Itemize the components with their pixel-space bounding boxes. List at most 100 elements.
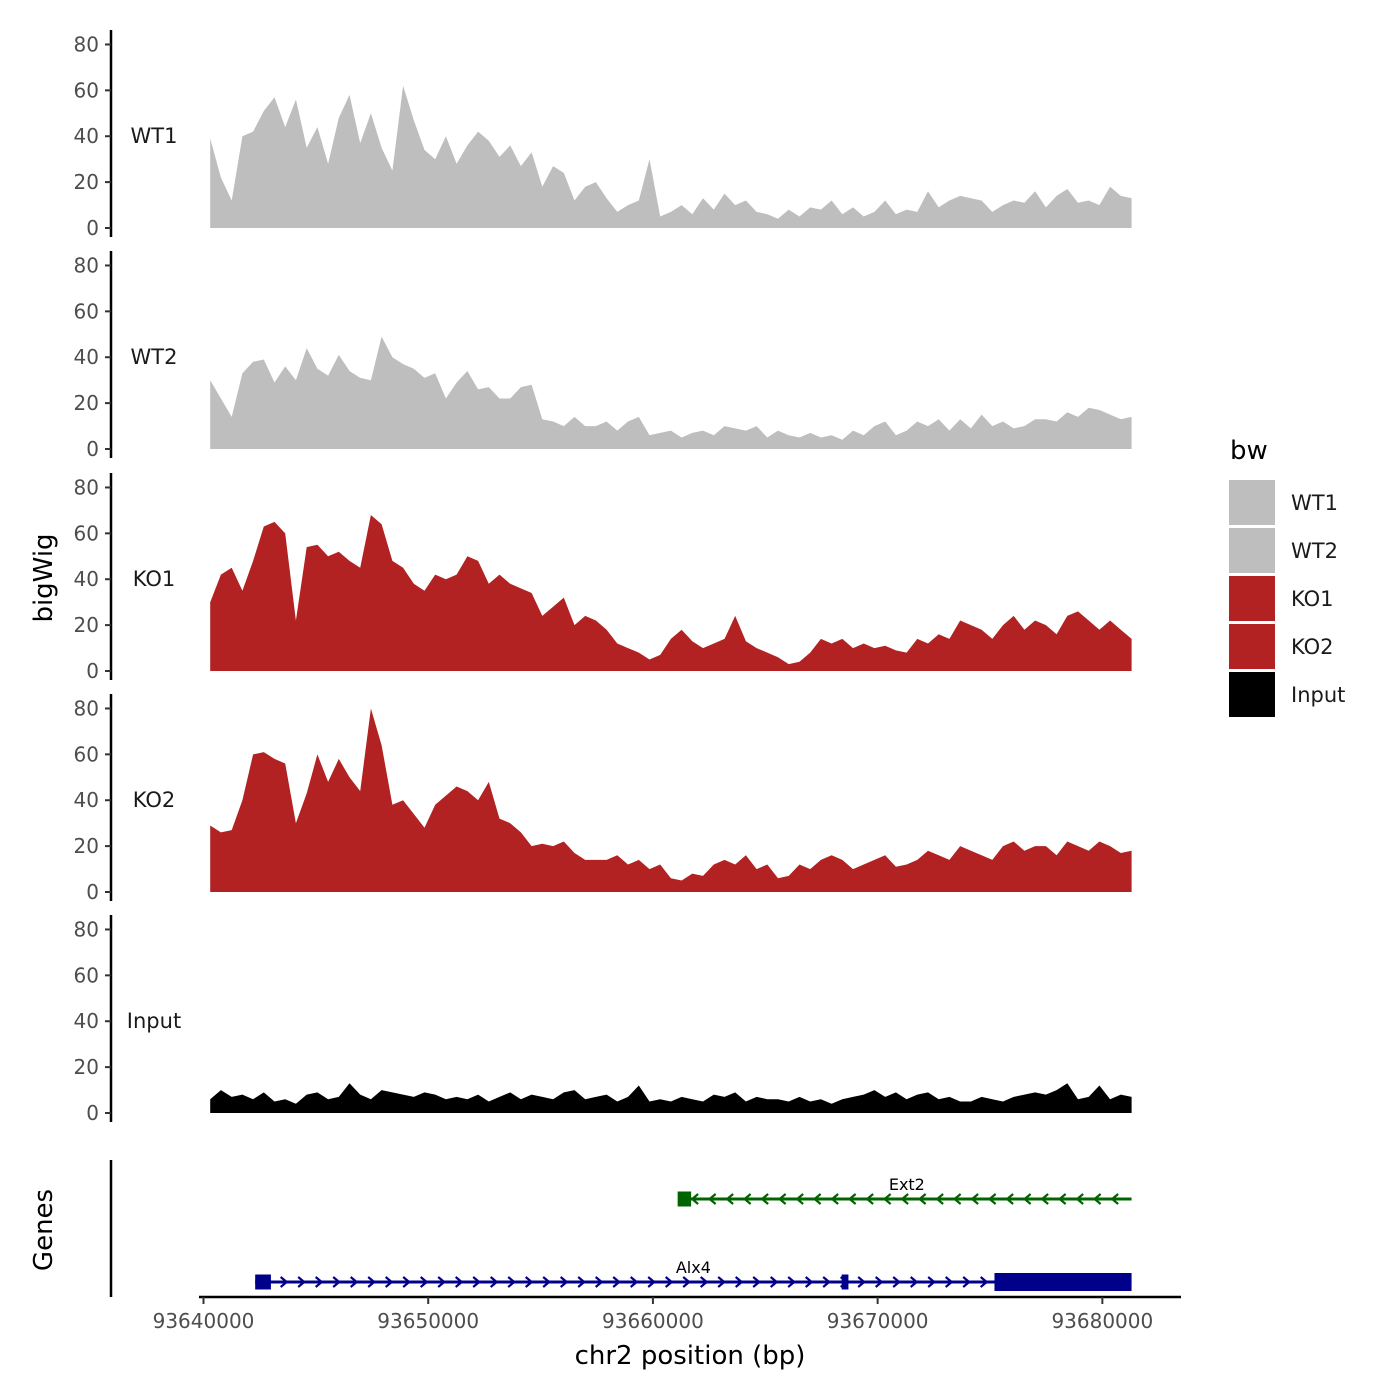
y-tick-label: 80 bbox=[74, 475, 99, 499]
strand-chevron bbox=[769, 1276, 779, 1288]
strand-chevron bbox=[559, 1276, 569, 1288]
exon bbox=[841, 1274, 849, 1290]
strand-chevron bbox=[952, 1193, 962, 1205]
area-KO1 bbox=[210, 515, 1132, 671]
strand-chevron bbox=[707, 1193, 717, 1205]
strand-chevron bbox=[542, 1276, 551, 1288]
y-tick-label: 60 bbox=[74, 521, 99, 545]
y-tick-label: 80 bbox=[74, 32, 99, 56]
strand-chevron bbox=[892, 1276, 901, 1288]
strand-chevron bbox=[987, 1193, 997, 1205]
strand-chevron bbox=[752, 1276, 761, 1288]
strand-chevron bbox=[594, 1276, 604, 1288]
strand-chevron bbox=[787, 1276, 796, 1288]
strand-chevron bbox=[927, 1276, 936, 1288]
legend-label-KO1: KO1 bbox=[1291, 587, 1334, 611]
y-tick-label: 20 bbox=[74, 170, 99, 194]
strand-chevron bbox=[647, 1276, 656, 1288]
x-tick-label: 93670000 bbox=[827, 1309, 929, 1333]
x-axis: 93640000 93650000 93660000 93670000 93680000 bbox=[153, 1295, 1181, 1333]
area-KO2 bbox=[210, 708, 1132, 892]
gene-Alx4: Alx4 bbox=[255, 1258, 1132, 1291]
exon bbox=[994, 1273, 1132, 1291]
genes-axis-title: Genes bbox=[29, 1189, 59, 1271]
strand-chevron bbox=[1022, 1193, 1032, 1205]
strand-chevron bbox=[882, 1193, 892, 1205]
strand-chevron bbox=[629, 1276, 639, 1288]
strand-chevron bbox=[874, 1276, 884, 1288]
strand-chevron bbox=[900, 1193, 909, 1205]
y-axis-title: bigWig bbox=[29, 533, 59, 622]
track-KO2: 0 20 40 60 80 KO2 bbox=[74, 694, 1132, 904]
y-tick-label: 80 bbox=[74, 917, 99, 941]
x-tick-label: 93650000 bbox=[377, 1309, 479, 1333]
x-tick-label: 93640000 bbox=[153, 1309, 255, 1333]
gene-label: Alx4 bbox=[676, 1258, 711, 1277]
strand-chevron bbox=[699, 1276, 709, 1288]
strand-chevron bbox=[944, 1276, 954, 1288]
strand-chevron bbox=[349, 1276, 359, 1288]
strand-chevron bbox=[962, 1276, 971, 1288]
legend: bw WT1 WT2 KO1 KO2 Input bbox=[1229, 436, 1345, 717]
strand-chevron bbox=[612, 1276, 621, 1288]
y-tick-label: 80 bbox=[74, 253, 99, 277]
y-tick-label: 20 bbox=[74, 834, 99, 858]
legend-key-WT1 bbox=[1229, 480, 1275, 525]
exon bbox=[255, 1274, 271, 1290]
legend-label-WT2: WT2 bbox=[1291, 539, 1338, 563]
legend-key-WT2 bbox=[1229, 528, 1275, 573]
y-tick-label: 60 bbox=[74, 742, 99, 766]
track-Input: 0 20 40 60 80 Input bbox=[74, 915, 1132, 1125]
strand-chevron bbox=[664, 1276, 674, 1288]
legend-title: bw bbox=[1230, 436, 1268, 466]
y-tick-label: 60 bbox=[74, 78, 99, 102]
strand-chevron bbox=[857, 1276, 866, 1288]
legend-label-WT1: WT1 bbox=[1291, 491, 1338, 515]
strand-chevron bbox=[524, 1276, 534, 1288]
strand-chevron bbox=[1005, 1193, 1014, 1205]
y-tick-label: 60 bbox=[74, 963, 99, 987]
strand-chevron bbox=[1040, 1193, 1049, 1205]
track-label: Input bbox=[127, 1009, 181, 1033]
y-tick-label: 60 bbox=[74, 299, 99, 323]
y-tick-label: 40 bbox=[74, 124, 99, 148]
area-WT1 bbox=[210, 85, 1132, 228]
exon bbox=[677, 1191, 692, 1207]
strand-chevron bbox=[507, 1276, 516, 1288]
gene-label: Ext2 bbox=[889, 1175, 925, 1194]
strand-chevron bbox=[970, 1193, 979, 1205]
track-label: KO2 bbox=[133, 788, 176, 812]
area-WT2 bbox=[210, 336, 1132, 449]
strand-chevron bbox=[822, 1276, 831, 1288]
strand-chevron bbox=[760, 1193, 769, 1205]
strand-chevron bbox=[734, 1276, 744, 1288]
legend-key-KO2 bbox=[1229, 624, 1275, 669]
strand-chevron bbox=[690, 1193, 699, 1205]
y-tick-label: 40 bbox=[74, 788, 99, 812]
track-label: WT2 bbox=[131, 345, 178, 369]
y-tick-label: 40 bbox=[74, 567, 99, 591]
legend-key-KO1 bbox=[1229, 576, 1275, 621]
strand-chevron bbox=[725, 1193, 734, 1205]
strand-chevron bbox=[454, 1276, 464, 1288]
strand-chevron bbox=[917, 1193, 927, 1205]
y-tick-label: 0 bbox=[86, 880, 99, 904]
y-tick-label: 20 bbox=[74, 1055, 99, 1079]
strand-chevron bbox=[402, 1276, 411, 1288]
gene-Ext2: Ext2 bbox=[677, 1175, 1132, 1207]
track-label: KO1 bbox=[133, 567, 176, 591]
strand-chevron bbox=[314, 1276, 324, 1288]
track-label: WT1 bbox=[131, 124, 178, 148]
strand-chevron bbox=[1092, 1193, 1102, 1205]
legend-label-KO2: KO2 bbox=[1291, 635, 1334, 659]
y-tick-label: 0 bbox=[86, 659, 99, 683]
area-Input bbox=[210, 1083, 1132, 1113]
strand-chevron bbox=[979, 1276, 989, 1288]
y-tick-label: 20 bbox=[74, 613, 99, 637]
strand-chevron bbox=[367, 1276, 376, 1288]
strand-chevron bbox=[795, 1193, 804, 1205]
y-tick-label: 20 bbox=[74, 391, 99, 415]
strand-chevron bbox=[472, 1276, 481, 1288]
strand-chevron bbox=[935, 1193, 944, 1205]
